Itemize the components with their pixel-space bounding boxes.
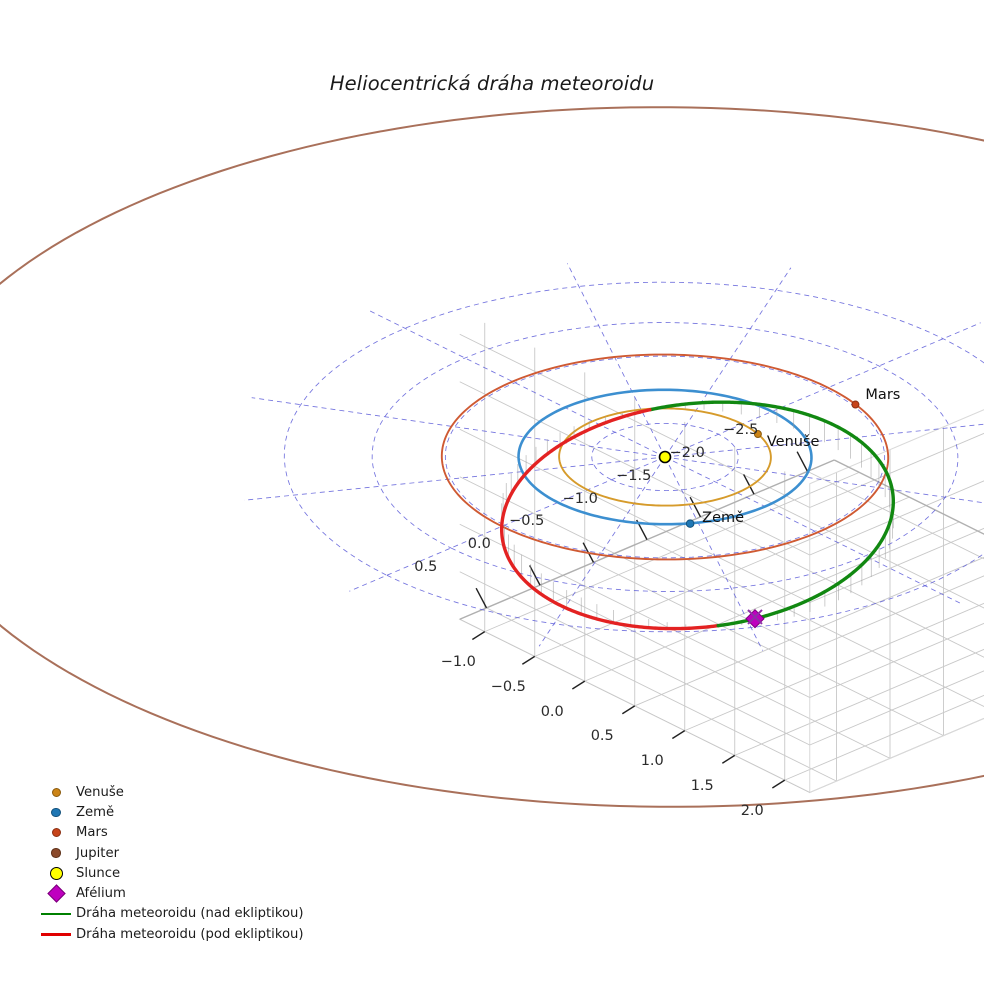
legend: Venuše Země Mars Jupiter Slunce Afélium Dráha …	[36, 782, 326, 944]
jupiter-orbit-path	[0, 106, 984, 808]
aphelion-marker-group	[745, 609, 765, 629]
x-tick-2: −1.5	[616, 467, 652, 484]
legend-item-7[interactable]: Dráha meteoroidu (pod ekliptikou)	[36, 924, 326, 944]
legend-dot-swatch	[51, 787, 61, 797]
legend-dot-marker	[36, 828, 76, 838]
ecliptic-polar-grid	[244, 263, 984, 651]
body-label-mars: Mars	[865, 386, 901, 403]
legend-label: Dráha meteoroidu (pod ekliptikou)	[76, 926, 304, 942]
y-tick-5: 1.5	[690, 777, 714, 794]
body-marker-venue	[753, 430, 762, 439]
legend-item-3[interactable]: Jupiter	[36, 843, 326, 863]
meteoroid-above-ecliptic	[648, 400, 896, 628]
earth-orbit-path	[517, 388, 813, 526]
legend-dot-marker	[36, 866, 76, 880]
legend-label: Jupiter	[76, 845, 119, 861]
y-tick-4: 1.0	[640, 753, 664, 770]
x-tick-4: −0.5	[509, 513, 545, 530]
legend-dot-swatch	[49, 866, 63, 880]
y-tick-2: 0.0	[540, 703, 564, 720]
x-tick-1: −2.0	[669, 445, 705, 462]
x-tick-0: −2.5	[723, 422, 759, 439]
legend-label: Dráha meteoroidu (nad ekliptikou)	[76, 906, 304, 922]
legend-label: Afélium	[76, 886, 126, 902]
y-tick-6: 2.0	[740, 802, 764, 819]
aphelion-diamond-marker	[745, 609, 765, 629]
legend-item-0[interactable]: Venuše	[36, 782, 326, 802]
x-tick-5: 0.0	[467, 536, 491, 553]
back-left-pane-grid	[809, 409, 984, 794]
meteoroid-below-ecliptic	[638, 408, 652, 414]
body-marker-mars	[851, 400, 860, 409]
aphelion-projection-x-marker	[747, 609, 763, 625]
legend-item-2[interactable]: Mars	[36, 823, 326, 843]
legend-item-5[interactable]: Afélium	[36, 883, 326, 903]
y-tick-1: −0.5	[490, 678, 526, 695]
legend-diamond-swatch	[46, 884, 66, 903]
legend-line-swatch	[41, 932, 71, 936]
legend-line-marker	[36, 932, 76, 936]
y-tick-3: 0.5	[590, 728, 614, 745]
legend-dot-swatch	[51, 807, 61, 818]
mars-orbit-path	[440, 353, 890, 561]
legend-label: Venuše	[76, 784, 124, 800]
body-label-zeme: Země	[702, 509, 745, 526]
page-title: Heliocentrická dráha meteoroidu	[329, 72, 655, 95]
legend-dot-marker	[36, 807, 76, 818]
body-marker-slunce	[658, 450, 672, 464]
legend-label: Slunce	[76, 865, 121, 881]
meteoroid-below-ecliptic	[499, 410, 720, 631]
legend-dot-marker	[36, 787, 76, 797]
legend-label: Země	[76, 804, 115, 820]
legend-dot-marker	[36, 848, 76, 858]
meteoroid-orbit-path	[499, 400, 896, 631]
legend-item-1[interactable]: Země	[36, 802, 326, 822]
x-tick-6: 0.5	[414, 558, 438, 575]
body-marker-zem	[685, 519, 695, 528]
legend-item-4[interactable]: Slunce	[36, 863, 326, 883]
legend-dot-swatch	[51, 848, 61, 858]
x-tick-3: −1.0	[562, 490, 598, 507]
legend-dot-swatch	[51, 828, 61, 838]
legend-label: Mars	[76, 825, 108, 841]
legend-line-marker	[36, 912, 76, 916]
y-tick-0: −1.0	[440, 654, 476, 671]
legend-diamond-marker	[36, 884, 76, 903]
body-markers	[658, 400, 860, 528]
body-label-venuse: Venuše	[766, 434, 820, 451]
legend-item-6[interactable]: Dráha meteoroidu (nad ekliptikou)	[36, 904, 326, 924]
legend-line-swatch	[41, 912, 71, 916]
